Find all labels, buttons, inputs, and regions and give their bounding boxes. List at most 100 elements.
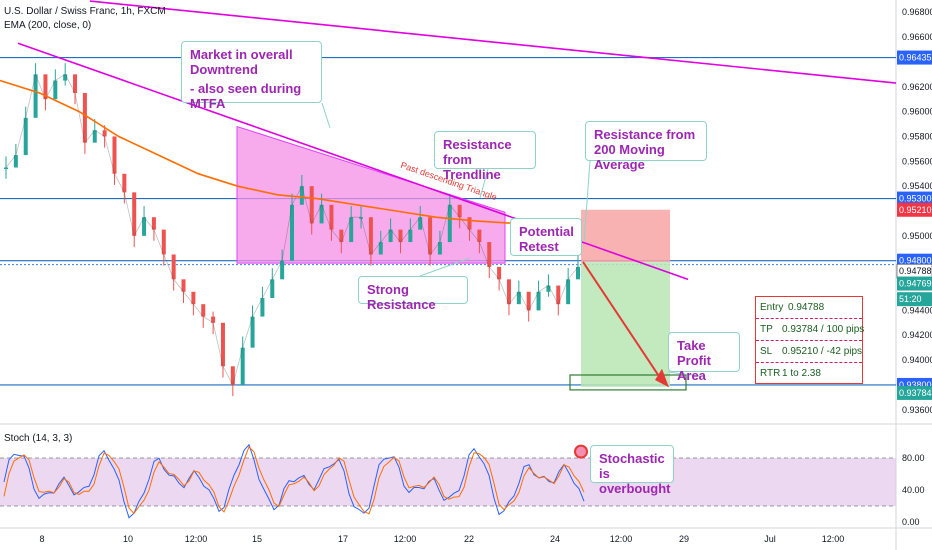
candle-body — [181, 279, 186, 292]
pointer-line — [667, 371, 701, 377]
trade-info-table: Entry 0.94788 TP 0.93784 / 100 pips SL 0.9521… — [755, 296, 865, 384]
stoch-k-line — [3, 443, 585, 519]
candle-body — [230, 366, 235, 385]
downtrend-text: Market in overall Downtrend — [190, 47, 293, 77]
candle-body — [211, 316, 216, 323]
candle-body — [102, 130, 107, 137]
overbought-marker — [574, 444, 588, 459]
candle-body — [487, 242, 492, 267]
time-tick-label: 12:00 — [394, 534, 417, 544]
price-tick-label: 0.95400 — [902, 181, 932, 191]
trade-table-row: RTR 1 to 2.38 — [756, 363, 862, 384]
candle-body — [23, 117, 28, 156]
price-label: 0.94769 — [899, 279, 932, 289]
time-axis: 8 10 12:00 15 17 12:00 22 24 12:00 29 Jul 12:00 — [39, 534, 844, 544]
candle-body — [428, 217, 433, 255]
candle-body — [161, 229, 166, 255]
ma-resistance-annotation[interactable]: Resistance from 200 Moving Average — [585, 121, 707, 172]
time-tick-label: 12:00 — [610, 534, 633, 544]
strong-resistance-annotation[interactable]: Strong Resistance — [358, 276, 468, 312]
stoch-tick-label: 0.00 — [902, 517, 920, 527]
retest-annotation[interactable]: Potential Retest — [510, 218, 582, 256]
trade-table-value: 0.95210 / -42 pips — [782, 346, 863, 357]
take-profit-annotation[interactable]: Take Profit Area — [668, 332, 740, 383]
ema-legend: EMA (200, close, 0) — [4, 20, 92, 31]
price-label: 0.95210 — [899, 205, 932, 215]
stoch-d-line — [3, 446, 585, 515]
stoch-legend: Stoch (14, 3, 3) — [4, 433, 73, 444]
stoch-tick-label: 80.00 — [902, 453, 925, 463]
trade-table-value: 1 to 2.38 — [782, 368, 821, 379]
candle-body — [566, 279, 571, 305]
pointer-line — [419, 257, 471, 277]
overlay-lines — [0, 0, 897, 388]
time-tick-label: Jul — [764, 534, 776, 544]
stoch-tick-label: 40.00 — [902, 485, 925, 495]
candle-body — [260, 297, 265, 317]
trendline-resistance-annotation[interactable]: Resistance from Trendline — [434, 131, 536, 182]
stochastic-panel: 80.00 40.00 0.00 — [0, 443, 925, 527]
pointer-line — [583, 160, 591, 243]
mtfa-text: - also seen during MTFA — [190, 81, 302, 111]
candle-body — [457, 204, 462, 218]
candle-body — [201, 304, 206, 317]
price-tick-label: 0.96200 — [902, 82, 932, 92]
chart-title: U.S. Dollar / Swiss Franc, 1h, FXCM — [4, 6, 166, 17]
price-label-box — [897, 50, 932, 65]
time-tick-label: 12:00 — [822, 534, 845, 544]
time-tick-label: 8 — [39, 534, 44, 544]
price-tick-label: 0.94400 — [902, 305, 932, 315]
stop-loss-zone — [581, 209, 670, 263]
price-label: 0.93784 — [899, 388, 932, 398]
candle-body — [309, 186, 314, 224]
trade-table-key: Entry — [760, 302, 784, 313]
candle-body — [576, 266, 580, 280]
price-tick-label: 0.96800 — [902, 7, 932, 17]
trade-table-key: SL — [760, 346, 773, 357]
downtrend-annotation[interactable]: Market in overall Downtrend - also seen … — [181, 41, 322, 111]
candle-body — [142, 217, 147, 236]
candle-body — [299, 186, 304, 205]
candle-body — [112, 136, 117, 174]
candle-body — [437, 242, 442, 255]
candle-body — [467, 217, 472, 230]
candle-body — [270, 279, 275, 298]
trade-arrow — [582, 261, 665, 385]
ema-line — [0, 79, 516, 225]
price-tick-label: 0.94000 — [902, 355, 932, 365]
time-tick-label: 29 — [679, 534, 689, 544]
candle-body — [477, 229, 482, 243]
candle-body — [122, 173, 127, 193]
price-label-box — [897, 202, 932, 217]
price-label-box — [897, 191, 932, 206]
price-series — [4, 63, 580, 397]
price-tick-label: 0.95600 — [902, 156, 932, 166]
candle-body — [556, 285, 561, 305]
price-label: 0.96435 — [899, 53, 932, 63]
candle-body — [33, 74, 38, 118]
candle-body — [497, 266, 502, 280]
candle-body — [329, 204, 334, 230]
candle-body — [13, 155, 18, 168]
candle-body — [398, 229, 403, 243]
trade-table-row: TP 0.93784 / 100 pips — [756, 319, 865, 341]
candle-body — [546, 285, 551, 292]
trade-table-key: RTR — [760, 368, 781, 379]
price-label: 0.94788 — [899, 266, 932, 276]
candle-body — [43, 74, 48, 100]
trade-table-value: 0.93784 / 100 pips — [782, 324, 865, 335]
price-label-box — [897, 385, 932, 400]
price-tick-label: 0.95800 — [902, 131, 932, 141]
candle-body — [220, 322, 225, 367]
price-label: 51:20 — [899, 294, 922, 304]
candle-body — [92, 130, 97, 143]
pointer-line — [479, 168, 489, 199]
candle-body — [63, 74, 68, 81]
price-axis: 0.96800 0.96600 0.96200 0.96000 0.95800 0.956… — [896, 7, 932, 415]
stochastic-annotation[interactable]: Stochastic is overbought — [590, 445, 674, 496]
candle-body — [171, 254, 176, 280]
candle-body — [82, 92, 87, 143]
candle-body — [240, 347, 245, 385]
candle-body — [53, 80, 58, 100]
